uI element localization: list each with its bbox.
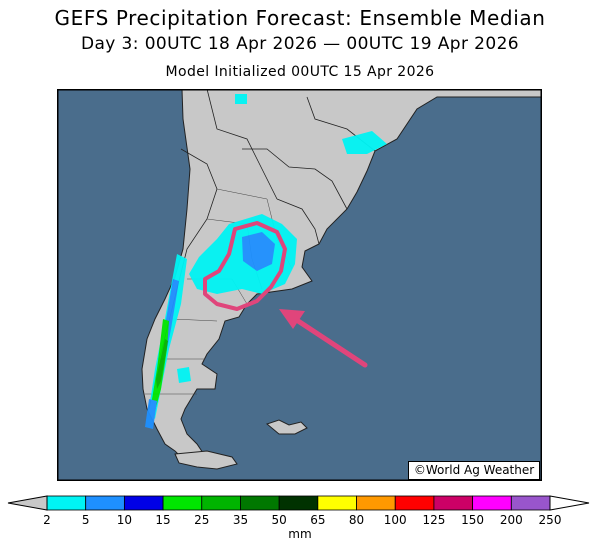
colorbar-cell xyxy=(394,495,435,511)
colorbar-tick-label: 50 xyxy=(272,513,287,527)
colorbar-cell xyxy=(317,495,357,511)
chart-title: GEFS Precipitation Forecast: Ensemble Me… xyxy=(54,6,546,30)
colorbar-cell xyxy=(356,495,396,511)
model-init: Model Initialized 00UTC 15 Apr 2026 xyxy=(165,64,435,80)
forecast-period: Day 3: 00UTC 18 Apr 2026 — 00UTC 19 Apr … xyxy=(80,34,520,54)
precip-andes-darkgreen xyxy=(156,339,168,389)
colorbar-over-triangle xyxy=(549,495,590,511)
colorbar-cell xyxy=(240,495,280,511)
map-border xyxy=(57,89,542,481)
precipitation-map xyxy=(57,89,542,481)
colorbar-tick-label: 15 xyxy=(155,513,170,527)
colorbar-cell xyxy=(278,495,319,511)
precip-north-east xyxy=(342,131,387,154)
colorbar-cell xyxy=(510,495,551,511)
arrow-annotation xyxy=(279,309,368,368)
colorbar-cell xyxy=(162,495,203,511)
colorbar-cell xyxy=(472,495,512,511)
colorbar-tick-label: 150 xyxy=(461,513,484,527)
falkland-islands xyxy=(265,419,308,435)
colorbar-tick-label: 25 xyxy=(194,513,209,527)
colorbar-tick-label: 10 xyxy=(117,513,132,527)
colorbar-tick-label: 80 xyxy=(349,513,364,527)
south-america-land xyxy=(141,89,542,462)
colorbar-tick-label: 250 xyxy=(539,513,562,527)
colorbar-cell xyxy=(201,495,241,511)
colorbar-tick-label: 35 xyxy=(233,513,248,527)
precip-north-spot xyxy=(235,94,247,104)
colorbar-tick-label: 125 xyxy=(422,513,445,527)
colorbar-cell xyxy=(85,495,125,511)
precip-coast-patch xyxy=(177,367,191,383)
colorbar-tick-label: 100 xyxy=(384,513,407,527)
colorbar-tick-label: 200 xyxy=(500,513,523,527)
precip-far-south xyxy=(145,399,157,429)
colorbar-tick-label: 65 xyxy=(310,513,325,527)
colorbar-cell xyxy=(433,495,474,511)
colorbar-cell xyxy=(46,495,87,511)
colorbar-ticks: 2 5 10 15 25 35 50 65 80 100 125 150 200 250 xyxy=(43,513,561,527)
colorbar-tick-label: 5 xyxy=(82,513,90,527)
colorbar: 2 5 10 15 25 35 50 65 80 100 125 150 200 250 mm xyxy=(7,495,590,541)
colorbar-cell xyxy=(123,495,164,511)
credit-label: ©World Ag Weather xyxy=(408,461,540,480)
colorbar-under-triangle xyxy=(7,495,48,511)
colorbar-tick-label: 2 xyxy=(43,513,51,527)
colorbar-cells xyxy=(46,495,551,511)
highlight-outline xyxy=(203,221,287,311)
precip-moderate-central xyxy=(242,232,275,271)
tierra-del-fuego xyxy=(174,450,238,470)
colorbar-unit: mm xyxy=(288,527,311,541)
